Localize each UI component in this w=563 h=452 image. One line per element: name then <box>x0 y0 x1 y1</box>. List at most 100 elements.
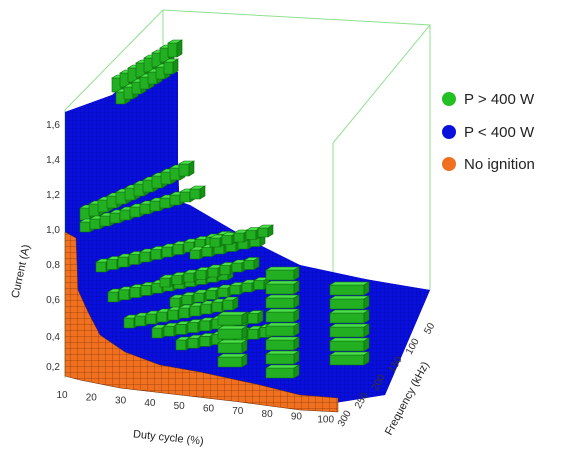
x-tick-label: 70 <box>232 406 244 417</box>
green-block <box>139 76 150 90</box>
green-block <box>115 91 126 105</box>
green-block-top <box>328 337 371 342</box>
green-block-side <box>241 311 248 326</box>
green-block <box>161 246 173 258</box>
green-block-side <box>363 337 370 352</box>
x-tick-label: 80 <box>262 409 274 420</box>
green-block <box>155 66 166 80</box>
green-block <box>169 194 181 206</box>
green-block <box>95 261 107 273</box>
box-back-top <box>64 9 432 144</box>
green-block <box>139 203 151 215</box>
green-block <box>217 342 243 354</box>
green-block <box>209 237 221 248</box>
green-block-side <box>172 58 179 75</box>
green-block <box>219 265 231 275</box>
green-block-side <box>363 351 370 366</box>
green-block <box>265 269 295 281</box>
green-block-top <box>264 294 301 299</box>
y-tick-label: 1,4 <box>46 155 60 166</box>
green-block-side <box>241 339 248 354</box>
green-block-side <box>293 280 300 295</box>
green-block <box>329 340 365 352</box>
y-tick-label: 1,2 <box>46 190 60 201</box>
green-block <box>193 292 205 303</box>
green-block <box>117 256 129 268</box>
green-block-top <box>264 364 301 369</box>
green-block <box>151 175 163 189</box>
green-block-side <box>293 350 300 365</box>
green-block <box>181 295 193 305</box>
green-block <box>139 251 151 263</box>
green-block <box>329 284 365 296</box>
green-block <box>172 244 184 255</box>
green-block <box>201 247 213 257</box>
green-block <box>265 339 295 351</box>
green-block-side <box>241 325 248 340</box>
green-block <box>329 312 365 324</box>
green-block <box>79 221 91 233</box>
green-block-top <box>328 351 371 356</box>
green-block <box>178 307 190 319</box>
x-tick-label: 40 <box>144 398 156 409</box>
green-block-side <box>293 322 300 337</box>
green-block <box>160 171 172 185</box>
green-block-top <box>264 308 301 313</box>
green-block <box>147 71 158 85</box>
green-block <box>167 42 178 58</box>
green-block <box>119 209 131 221</box>
green-block <box>329 354 365 366</box>
green-block <box>189 188 201 200</box>
green-block <box>142 179 154 193</box>
green-block-side <box>176 39 183 58</box>
green-block-side <box>293 294 300 309</box>
green-block <box>106 195 118 209</box>
legend-label-p-gt-400: P > 400 W <box>464 91 535 108</box>
y-tick-label: 1,0 <box>46 225 60 236</box>
legend-label-no-ignition: No ignition <box>464 156 535 173</box>
green-block <box>183 272 195 283</box>
green-block <box>175 339 187 351</box>
y-axis-title: Current (A) <box>10 244 33 300</box>
x-axis-title: Duty cycle (%) <box>132 428 204 447</box>
green-block <box>253 280 265 290</box>
green-block-side <box>363 309 370 324</box>
green-block <box>178 163 190 177</box>
green-block-top <box>264 266 301 271</box>
z-tick-label: 300 <box>336 408 354 428</box>
green-block <box>97 199 109 213</box>
green-block <box>123 86 134 100</box>
green-block <box>123 317 135 329</box>
green-block <box>241 282 253 293</box>
green-block <box>159 197 171 209</box>
green-block <box>199 336 211 347</box>
green-block <box>169 297 181 308</box>
green-block-side <box>188 160 195 177</box>
green-block <box>118 289 130 301</box>
green-block <box>133 183 145 197</box>
green-block <box>163 61 174 75</box>
green-block <box>265 325 295 337</box>
green-block-side <box>293 336 300 351</box>
green-block <box>129 206 141 218</box>
green-block-side <box>363 323 370 338</box>
green-block <box>145 313 157 325</box>
green-block-side <box>267 224 274 238</box>
y-tick-label: 1,6 <box>46 120 60 131</box>
green-block-top <box>328 309 371 314</box>
green-block-side <box>363 281 370 296</box>
green-block <box>229 285 241 295</box>
green-block <box>247 328 259 340</box>
green-block <box>79 207 91 221</box>
green-block-side <box>293 364 300 379</box>
legend-marker-p-lt-400 <box>442 125 456 139</box>
green-block <box>329 298 365 310</box>
region-no-ignition <box>64 231 339 413</box>
green-block <box>257 227 269 238</box>
green-block <box>99 215 111 227</box>
green-block <box>89 218 101 230</box>
green-block <box>265 367 295 379</box>
legend-label-p-lt-400: P < 400 W <box>464 124 535 141</box>
green-block <box>167 309 179 321</box>
green-block <box>175 324 187 335</box>
